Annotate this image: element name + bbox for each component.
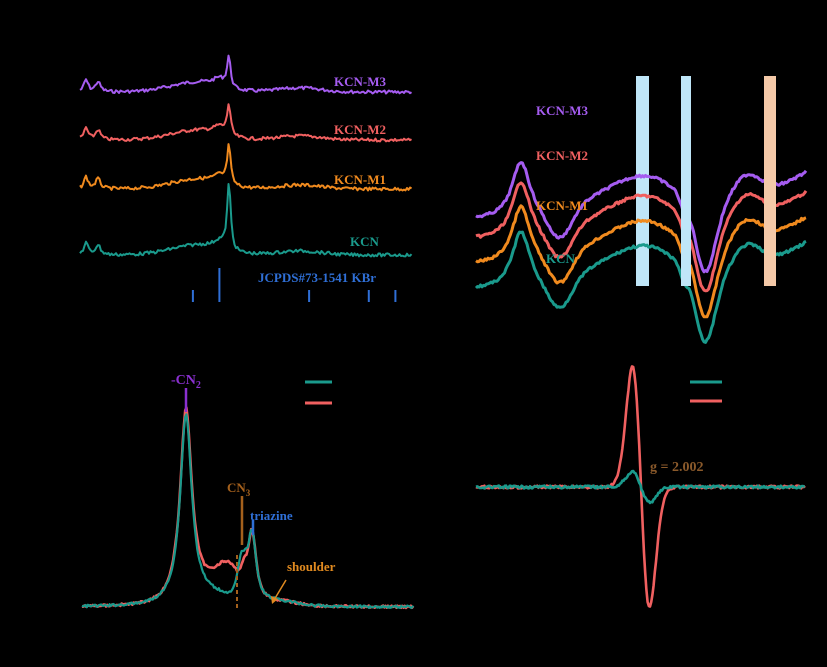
xrd-reference-stick xyxy=(367,290,370,302)
xrd-panel: KCN-M3 KCN-M2 KCN-M1 KCN JCPDS#73-1541 K… xyxy=(79,54,413,302)
xrd-line-kcn xyxy=(79,183,413,258)
xrd-reference-stick xyxy=(218,268,221,302)
xps-label-triazine: triazine xyxy=(250,508,293,523)
ftir-line-kcn-m2 xyxy=(475,181,808,293)
ftir-panel: KCN-M3 KCN-M2 KCN-M1 KCN xyxy=(474,76,808,344)
xps-panel: -CN2 CN3 triazine shoulder xyxy=(81,373,415,610)
epr-label-g-value: g = 2.002 xyxy=(650,460,703,475)
ftir-label-kcn: KCN xyxy=(546,251,576,266)
xps-label-cn3: CN3 xyxy=(227,480,251,498)
xrd-line-kcn-m1 xyxy=(79,143,413,192)
xrd-reference-stick xyxy=(308,290,311,302)
epr-panel: g = 2.002 xyxy=(475,365,806,608)
xps-label-cn2: -CN2 xyxy=(171,373,201,391)
xrd-label-kcn-m1: KCN-M1 xyxy=(334,172,386,187)
xrd-label-reference: JCPDS#73-1541 KBr xyxy=(258,270,376,285)
ftir-label-kcn-m2: KCN-M2 xyxy=(536,148,588,163)
ftir-line-kcn xyxy=(474,230,807,344)
xrd-reference-stick xyxy=(191,290,194,302)
xrd-line-kcn-m3 xyxy=(79,54,413,95)
ftir-band-cyan-2 xyxy=(681,76,691,286)
xps-label-shoulder: shoulder xyxy=(287,559,336,574)
epr-line-teal xyxy=(475,469,805,505)
xrd-label-kcn: KCN xyxy=(350,234,380,249)
xrd-label-kcn-m3: KCN-M3 xyxy=(334,74,386,89)
xps-shoulder-arrowhead xyxy=(271,596,278,604)
ftir-line-kcn-m3 xyxy=(475,161,808,274)
ftir-band-orange xyxy=(764,76,776,286)
xrd-label-kcn-m2: KCN-M2 xyxy=(334,122,386,137)
xps-line-teal xyxy=(81,413,415,609)
xrd-reference-stick xyxy=(394,290,397,302)
ftir-label-kcn-m1: KCN-M1 xyxy=(536,198,588,213)
ftir-band-cyan-1 xyxy=(636,76,649,286)
ftir-line-kcn-m1 xyxy=(475,204,807,319)
ftir-label-kcn-m3: KCN-M3 xyxy=(536,103,588,118)
xps-shoulder-arrow xyxy=(273,579,287,601)
xrd-line-kcn-m2 xyxy=(79,103,413,143)
